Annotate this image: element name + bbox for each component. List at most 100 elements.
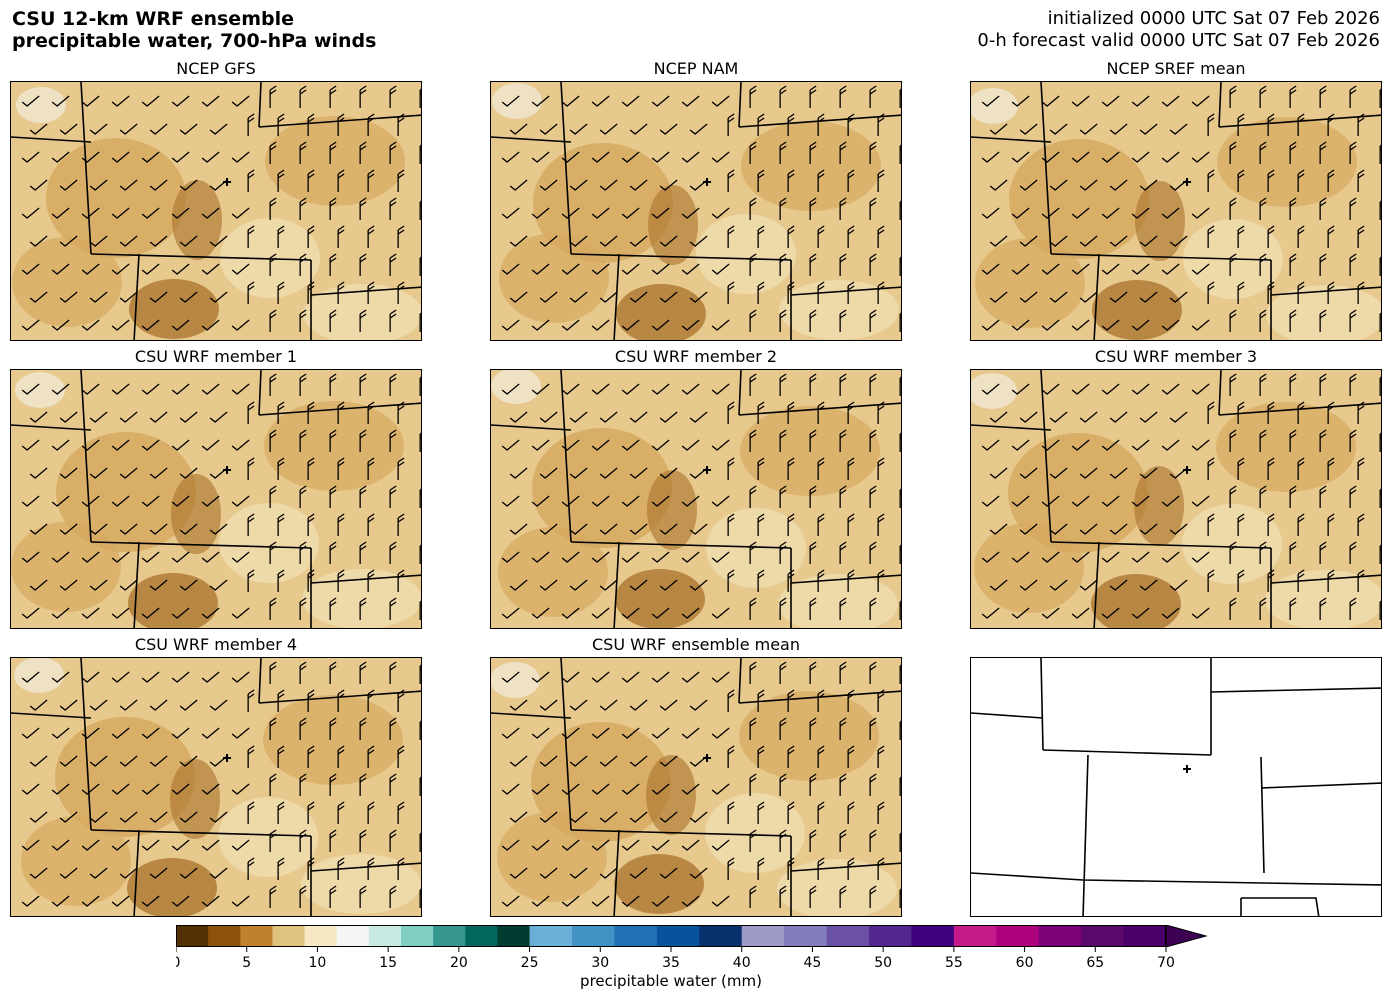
state-border-line	[738, 402, 901, 416]
wind-barb	[389, 661, 397, 684]
wind-barb	[711, 895, 730, 907]
pw-contour-blob	[14, 658, 64, 693]
wind-barb	[591, 207, 610, 219]
wind-barb	[1319, 253, 1327, 276]
wind-barb	[59, 123, 78, 135]
state-border-line	[491, 712, 572, 719]
wind-barb	[389, 773, 397, 796]
wind-barb	[1011, 319, 1030, 331]
wind-barb	[981, 551, 1000, 563]
wind-barb	[299, 717, 307, 740]
wind-barb	[1191, 439, 1210, 451]
wind-barb	[231, 383, 250, 395]
wind-barb	[141, 727, 160, 739]
wind-barb	[651, 895, 670, 907]
wind-barb	[171, 495, 190, 507]
wind-barb	[419, 312, 421, 332]
wind-barb	[1071, 383, 1090, 395]
wind-barb	[1131, 263, 1150, 275]
wind-barb	[839, 773, 847, 796]
wind-barb	[269, 429, 277, 452]
state-border-line	[1082, 754, 1089, 916]
wind-barb	[1379, 144, 1381, 164]
wind-barb	[1109, 523, 1128, 535]
wind-barb	[629, 755, 648, 767]
wind-barb	[277, 113, 285, 136]
state-border-line	[613, 541, 620, 628]
wind-barb	[531, 95, 550, 107]
wind-barb	[501, 383, 520, 395]
wind-barb	[651, 383, 670, 395]
wind-barb	[659, 699, 678, 711]
state-borders	[971, 658, 1381, 916]
wind-barb	[1319, 597, 1327, 620]
wind-barb	[389, 717, 397, 740]
wind-barb	[681, 439, 700, 451]
colorbar-tick-label: 50	[874, 955, 892, 971]
wind-barb	[367, 857, 375, 880]
wind-barb	[1079, 467, 1098, 479]
wind-barb	[247, 281, 255, 304]
wind-barb	[599, 235, 618, 247]
wind-barb	[201, 727, 220, 739]
wind-barb	[171, 439, 190, 451]
wind-barb	[307, 457, 315, 480]
panel-title: CSU WRF member 3	[1094, 347, 1258, 366]
wind-barb	[389, 85, 397, 108]
wind-barb	[209, 579, 228, 591]
wind-barb	[51, 607, 70, 619]
wind-barb	[591, 319, 610, 331]
wind-barb	[787, 689, 795, 712]
colorbar-tick-label: 70	[1157, 955, 1175, 971]
colorbar-swatch	[272, 925, 306, 947]
wind-barb	[119, 291, 138, 303]
wind-barb	[111, 383, 130, 395]
wind-barb	[621, 151, 640, 163]
init-time: initialized 0000 UTC Sat 07 Feb 2026	[1047, 8, 1380, 29]
wind-barb	[869, 197, 877, 220]
colorbar-tick-label: 15	[379, 955, 397, 971]
wind-barb	[1101, 495, 1120, 507]
wind-barb	[277, 801, 285, 824]
wind-barb	[359, 309, 367, 332]
wind-barb	[817, 169, 825, 192]
wind-barb	[779, 85, 787, 108]
wind-barb	[847, 569, 855, 592]
wind-barb	[509, 699, 528, 711]
wind-barb	[299, 85, 307, 108]
wind-barb	[877, 801, 885, 824]
colorbar-label: precipitable water (mm)	[580, 972, 762, 990]
wind-barb	[749, 773, 757, 796]
wind-barb	[119, 811, 138, 823]
wind-barb	[629, 523, 648, 535]
wind-barb	[231, 207, 250, 219]
wind-barb	[419, 144, 421, 164]
wind-barb	[1041, 607, 1060, 619]
wind-barb	[877, 457, 885, 480]
wind-barb	[231, 839, 250, 851]
wind-barb	[231, 495, 250, 507]
wind-barb	[51, 207, 70, 219]
wind-barb	[899, 88, 901, 108]
pw-contour-blob	[170, 759, 220, 839]
wind-barb	[711, 151, 730, 163]
colorbar-tick-label: 40	[733, 955, 751, 971]
pw-contour-blob	[1134, 466, 1184, 546]
precipitable-water-map	[491, 370, 901, 628]
wind-barb	[509, 411, 528, 423]
wind-barb	[779, 597, 787, 620]
wind-barb	[111, 439, 130, 451]
wind-barb	[1379, 312, 1381, 332]
wind-barb	[1131, 439, 1150, 451]
colorbar-swatch	[1038, 925, 1082, 947]
wind-barb	[681, 607, 700, 619]
wind-barb	[1131, 495, 1150, 507]
wind-barb	[149, 291, 168, 303]
wind-barb	[1131, 551, 1150, 563]
wind-barb	[749, 597, 757, 620]
wind-barb	[59, 699, 78, 711]
wind-barb	[1207, 401, 1215, 424]
wind-barb	[179, 291, 198, 303]
wind-barb	[419, 256, 421, 276]
state-border-line	[971, 872, 1381, 886]
